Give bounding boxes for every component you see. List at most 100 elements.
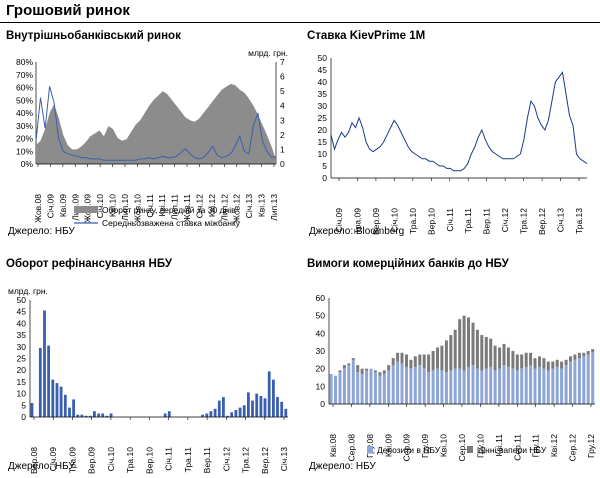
refinancing-bar [163,413,167,417]
requirements-deposit-bar [431,370,435,404]
requirements-securities-bar [382,370,386,374]
refinancing-bar [59,386,63,417]
refinancing-x-tick-label: Тра.12 [241,447,251,473]
refinancing-bar [255,393,259,417]
requirements-deposit-bar [427,372,431,404]
refinancing-bar [55,383,59,417]
requirements-securities-bar [342,365,346,369]
requirements-securities-bar [387,365,391,371]
refinancing-x-tick-label: Січ.09 [48,447,58,472]
requirements-x-tick-label: Гру.12 [586,434,596,458]
interbank-right-axis-label: млрд. грн. [248,48,288,58]
requirements-deposit-bar [551,368,555,404]
requirements-securities-bar [555,359,559,367]
requirements-deposit-bar [529,365,533,404]
requirements-securities-bar [409,359,413,369]
refinancing-bar [201,414,204,417]
kievprime-y-tick-label: 45 [318,65,328,75]
requirements-deposit-bar [538,366,541,404]
requirements-deposit-bar [396,361,400,404]
refinancing-title: Оборот рефінансування НБУ [6,258,172,270]
refinancing-source: Джерело: НБУ [8,461,75,472]
refinancing-bar [76,414,80,417]
requirements-deposit-bar [489,366,493,404]
refinancing-bar [30,403,34,417]
kievprime-x-tick-label: Січ.13 [556,208,566,233]
interbank-x-tick-label: Лип.10 [120,194,130,221]
requirements-securities-bar [356,365,360,373]
interbank-legend-area-label: Оборот ринку, середній за 30 днів [102,205,236,215]
interbank-left-tick-label: 30% [16,121,33,131]
requirements-securities-bar [373,370,377,373]
refinancing-bar [280,401,284,417]
requirements-securities-bar [396,352,400,362]
requirements-x-tick-label: Гру.10 [475,434,485,458]
kievprime-y-tick-label: 25 [318,113,328,123]
refinancing-panel: Оборот рефінансування НБУ млрд. грн. 0 5 10… [6,258,296,474]
requirements-deposit-bar [329,374,333,404]
interbank-x-tick-label: Січ.11 [145,194,155,218]
requirements-securities-bar [413,356,417,367]
requirements-deposit-bar [511,368,515,404]
requirements-deposit-bar [546,370,550,404]
interbank-x-tick-label: Лип.12 [219,194,229,221]
interbank-left-tick-label: 70% [16,70,33,80]
kievprime-panel: Ставка KievPrime 1M 0 5 10 15 20 25 30 35 40 45 50… [307,30,597,240]
requirements-deposit-bar [409,368,413,404]
kievprime-x-tick-label: Січ.12 [500,208,510,233]
requirements-deposit-bar [564,365,568,404]
requirements-deposit-bar [365,370,369,404]
refinancing-bar [72,399,75,417]
interbank-x-tick-label: Кві.09 [58,194,68,217]
kievprime-y-tick-label: 35 [318,89,328,99]
kievprime-x-tick-label: Тра.13 [574,208,584,234]
requirements-securities-bar [444,340,448,373]
refinancing-bar [259,395,263,417]
requirements-deposit-bar [458,368,462,404]
requirements-deposit-bar [391,365,395,404]
interbank-right-tick-label: 5 [280,86,285,96]
requirements-deposit-bar [360,374,364,404]
refinancing-y-axis-label: млрд. грн. [8,286,48,296]
refinancing-bar [43,310,46,417]
requirements-securities-bar [400,352,404,364]
kievprime-y-tick-label: 10 [318,149,328,159]
requirements-securities-bar [449,335,453,371]
requirements-panel: Вимоги комерційних банків до НБУ 0 10 20 30… [307,258,597,473]
requirements-x-tick-label: Кві.09 [383,434,393,457]
requirements-y-tick-label: 60 [316,293,326,303]
refinancing-x-tick-label: Вер.11 [202,447,212,474]
requirements-securities-bar [462,315,466,371]
requirements-securities-bar [391,358,395,366]
requirements-deposit-bar [506,366,510,404]
requirements-legend-deposit-label: Депозити в НБУ [377,445,441,455]
refinancing-y-tick-label: 45 [17,307,27,317]
requirements-deposit-bar [480,370,484,404]
requirements-securities-bar [436,347,439,369]
requirements-x-tick-label: Сер.08 [346,434,356,462]
kievprime-y-tick-label: 30 [318,101,328,111]
requirements-securities-bar [365,368,369,371]
kievprime-y-tick-label: 20 [318,125,328,135]
requirements-deposit-bar [524,366,528,404]
requirements-securities-bar [471,322,475,366]
requirements-securities-bar [440,345,444,371]
requirements-securities-bar [493,345,497,371]
interbank-x-tick-label: Кві.13 [257,194,267,217]
requirements-deposit-bar [444,372,448,404]
kievprime-y-tick-label: 0 [322,173,327,183]
requirements-x-tick-label: Сер.09 [402,434,412,462]
kievprime-title: Ставка KievPrime 1M [307,30,426,42]
refinancing-bar [80,414,84,417]
interbank-x-tick-label: Січ.10 [95,194,105,219]
requirements-x-tick-label: Сер.10 [457,434,467,462]
refinancing-bar [68,407,71,417]
requirements-legend-deposit-swatch [367,446,373,453]
refinancing-bar [222,397,225,417]
requirements-deposit-bar [405,366,408,404]
requirements-title: Вимоги комерційних банків до НБУ [307,258,509,270]
requirements-securities-bar [489,338,493,367]
refinancing-bar [242,405,246,417]
requirements-deposit-bar [347,365,351,404]
refinancing-bar [209,411,213,418]
